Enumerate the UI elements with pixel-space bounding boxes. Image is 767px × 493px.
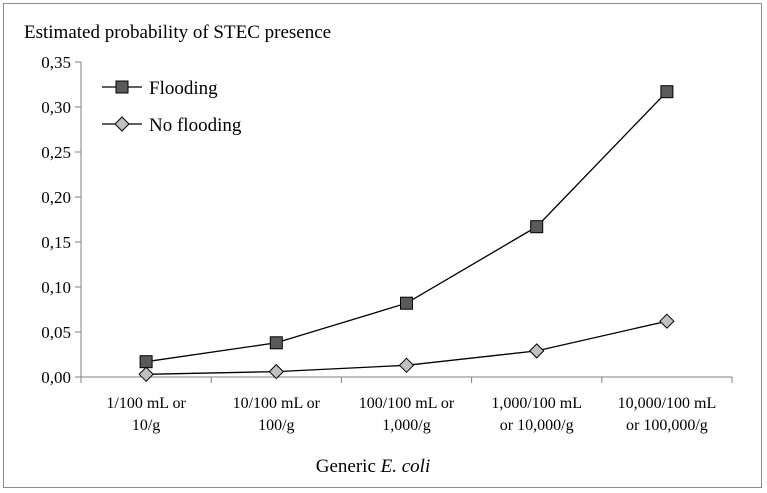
y-tick-label: 0,35 — [41, 53, 71, 72]
series-no-flooding — [138, 313, 675, 383]
data-point — [528, 343, 545, 359]
data-point — [139, 355, 153, 369]
x-axis-title-text: Generic — [316, 456, 381, 477]
x-tick-label-line: 1/100 mL or — [106, 395, 186, 412]
y-tick-label: 0,00 — [41, 368, 71, 387]
legend-marker — [114, 116, 130, 132]
data-point — [659, 313, 675, 329]
chart-frame — [3, 3, 762, 488]
x-tick-label-line: 10/g — [132, 417, 160, 434]
axes: 0,00 0,05 0,10 0,15 0,20 0,25 0,30 0,35 1/100 mL… — [41, 53, 733, 434]
series-flooding — [139, 85, 674, 369]
data-point — [269, 336, 283, 350]
x-tick-label: 1,000/100 mL or 10,000/g — [491, 395, 582, 434]
x-tick-label-line: or 100,000/g — [626, 417, 708, 434]
data-point — [660, 85, 674, 99]
legend-label: No flooding — [149, 115, 242, 136]
data-point — [530, 220, 544, 234]
x-tick-label-line: 100/g — [258, 417, 294, 434]
x-tick-label-line: or 10,000/g — [500, 417, 574, 434]
y-tick-label: 0,10 — [41, 278, 71, 297]
y-tick-label: 0,20 — [41, 188, 71, 207]
data-point — [400, 296, 413, 310]
legend: Flooding No flooding — [102, 78, 242, 136]
x-tick-label-line: 1,000/g — [382, 417, 430, 434]
x-tick-label: 10/100 mL or 100/g — [233, 395, 321, 434]
y-tick-label: 0,05 — [41, 323, 71, 342]
y-tick-label: 0,30 — [41, 98, 71, 117]
data-point — [268, 363, 285, 380]
x-tick-label-line: 1,000/100 mL — [491, 395, 582, 412]
y-tick-label: 0,25 — [41, 143, 71, 162]
series-layer — [138, 85, 675, 383]
x-tick-label-line: 10/100 mL or — [233, 395, 321, 412]
data-point — [138, 366, 154, 383]
legend-label: Flooding — [149, 78, 218, 99]
data-point — [398, 357, 415, 374]
y-tick-label: 0,15 — [41, 233, 71, 252]
chart-title: Estimated probability of STEC presence — [24, 22, 331, 43]
x-tick-label-line: 10,000/100 mL — [618, 395, 717, 412]
legend-marker — [115, 80, 129, 94]
x-tick-label: 100/100 mL or 1,000/g — [359, 395, 455, 434]
x-axis-title-italic: E. coli — [380, 456, 431, 477]
x-tick-label: 10,000/100 mL or 100,000/g — [618, 395, 717, 434]
x-axis-title: Generic E. coli — [316, 456, 431, 477]
x-tick-label-line: 100/100 mL or — [359, 395, 455, 412]
x-tick-label: 1/100 mL or 10/g — [106, 395, 186, 434]
